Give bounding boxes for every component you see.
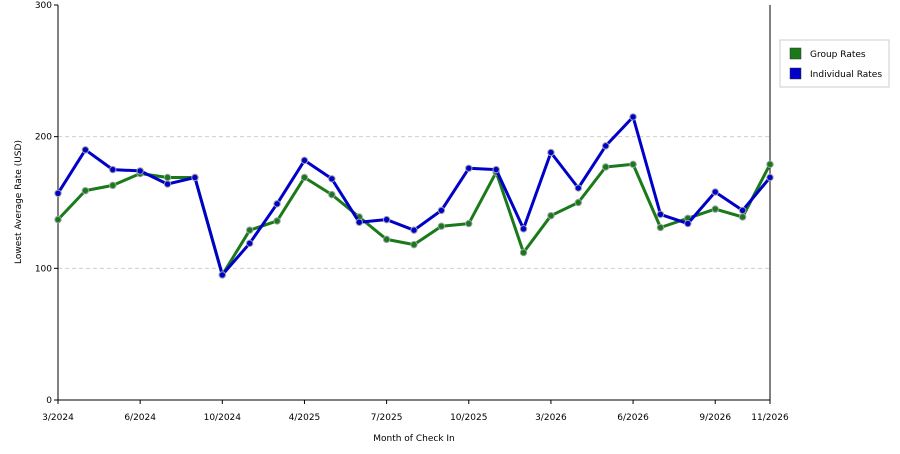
data-point[interactable] (109, 165, 117, 174)
data-point[interactable] (54, 189, 62, 197)
data-point[interactable] (382, 215, 391, 224)
x-axis-title: Month of Check In (373, 434, 455, 444)
data-point[interactable] (191, 173, 199, 182)
x-tick-label: 4/2025 (289, 413, 321, 423)
legend-label: Group Rates (810, 50, 866, 60)
data-point[interactable] (766, 173, 774, 182)
data-point[interactable] (245, 226, 254, 234)
data-point[interactable] (547, 211, 555, 220)
data-point[interactable] (738, 206, 747, 215)
data-point[interactable] (465, 164, 473, 172)
series-individual-rates (54, 113, 774, 279)
data-point[interactable] (766, 160, 774, 169)
y-tick-label: 100 (35, 264, 52, 274)
series-line (56, 115, 772, 277)
legend-swatch (789, 47, 802, 60)
x-tick-label: 10/2025 (450, 413, 487, 423)
x-tick-label: 3/2024 (42, 413, 74, 423)
y-axis-title: Lowest Average Rate (USD) (14, 140, 24, 264)
data-point[interactable] (656, 223, 665, 232)
series-group-rates (54, 160, 774, 279)
data-point[interactable] (245, 239, 254, 248)
data-point[interactable] (656, 210, 665, 219)
data-point[interactable] (547, 148, 555, 157)
data-point[interactable] (355, 218, 363, 226)
y-tick-label: 300 (35, 1, 52, 11)
data-point[interactable] (519, 248, 528, 257)
data-point[interactable] (574, 184, 583, 192)
data-point[interactable] (601, 142, 610, 150)
data-point[interactable] (437, 206, 446, 215)
legend: Group Rates Individual Rates (779, 39, 890, 88)
data-point[interactable] (163, 173, 172, 182)
legend-swatch (789, 67, 802, 80)
data-point[interactable] (136, 167, 144, 175)
data-point[interactable] (328, 175, 336, 183)
data-point[interactable] (684, 219, 692, 228)
data-point[interactable] (711, 205, 719, 213)
data-point[interactable] (300, 156, 309, 165)
data-point[interactable] (300, 173, 309, 182)
y-tick-label: 0 (46, 396, 52, 406)
data-point[interactable] (273, 217, 281, 225)
data-point[interactable] (492, 165, 500, 174)
x-tick-label: 10/2024 (204, 413, 242, 423)
data-point[interactable] (81, 186, 90, 195)
data-point[interactable] (738, 213, 747, 221)
x-tick-label: 3/2026 (535, 413, 567, 423)
data-point[interactable] (574, 198, 583, 207)
data-point[interactable] (81, 146, 90, 154)
data-point[interactable] (519, 225, 528, 233)
data-point[interactable] (465, 219, 473, 228)
data-point[interactable] (711, 188, 719, 196)
data-point[interactable] (410, 240, 418, 249)
data-point[interactable] (437, 222, 446, 230)
data-point[interactable] (382, 235, 391, 244)
x-tick-label: 11/2026 (751, 413, 789, 423)
data-point[interactable] (629, 113, 637, 121)
x-tick-label: 7/2025 (371, 413, 403, 423)
legend-label: Individual Rates (810, 70, 882, 80)
data-point[interactable] (54, 215, 62, 224)
data-point[interactable] (410, 226, 418, 234)
x-tick-label: 6/2024 (124, 413, 156, 423)
data-point[interactable] (163, 180, 172, 188)
data-point[interactable] (273, 200, 281, 208)
data-point[interactable] (629, 160, 637, 169)
data-point[interactable] (328, 190, 336, 199)
y-tick-label: 200 (35, 133, 52, 143)
x-tick-label: 9/2026 (699, 413, 731, 423)
series-line (56, 162, 772, 277)
data-point[interactable] (218, 271, 227, 279)
x-tick-label: 6/2026 (617, 413, 649, 423)
data-point[interactable] (109, 181, 117, 190)
data-point[interactable] (601, 163, 610, 171)
